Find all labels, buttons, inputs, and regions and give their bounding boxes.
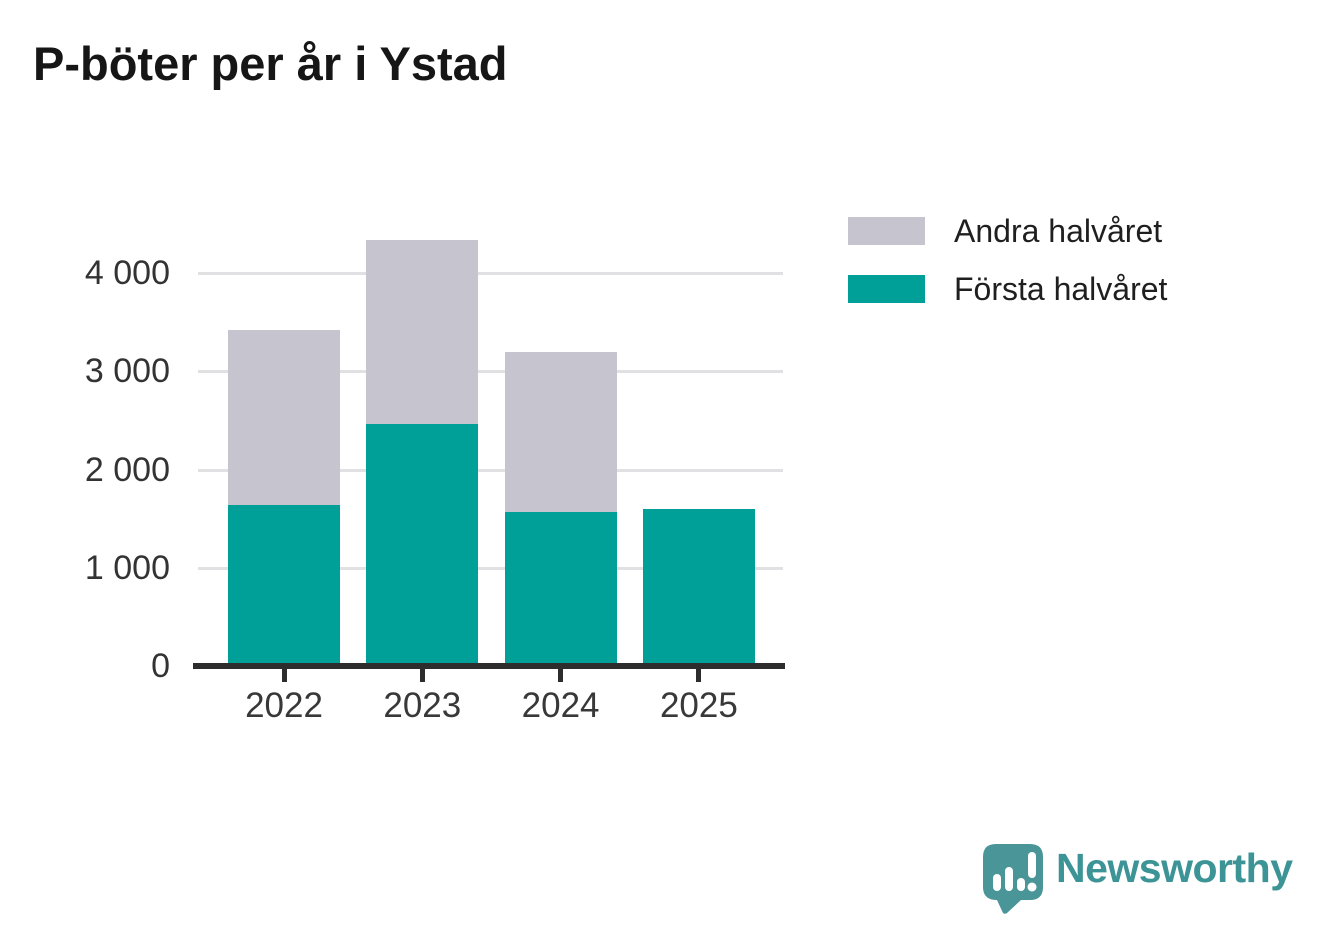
speech-bubble-bar-chart-icon [983,844,1043,914]
legend-item: Andra halvåret [848,213,1167,249]
legend-item: Första halvåret [848,271,1167,307]
bar-segment-2022-f-rsta-halv-ret [228,504,340,666]
x-axis-tick-label: 2025 [659,686,738,725]
chart-title: P-böter per år i Ystad [33,37,508,90]
gridline-4000 [198,272,783,275]
bar-2025 [642,273,755,666]
brand-logo: Newsworthy [980,843,1293,915]
y-axis-tick-label: 0 [151,647,170,685]
legend-label: Andra halvåret [954,212,1163,249]
bar-segment-2024-f-rsta-halv-ret [504,511,617,666]
bar-segment-2025-f-rsta-halv-ret [642,508,755,666]
x-axis-line [193,663,785,669]
y-axis-tick-label: 1 000 [84,548,170,587]
x-axis-tick [696,669,702,682]
bar-2022 [228,273,340,666]
x-axis-tick-label: 2024 [521,686,600,725]
x-axis-tick-label: 2023 [383,686,462,725]
y-axis-tick-label: 2 000 [84,450,170,489]
y-axis-tick-label: 4 000 [84,254,170,292]
bar-2024 [504,273,617,666]
brand-logo-text: Newsworthy [1056,845,1293,891]
bar-2023 [366,239,479,666]
plot-area [198,239,783,666]
x-axis-tick [558,669,564,682]
bar-segment-2023-andra-halv-ret [366,239,479,425]
y-axis: 0 1 000 2 000 3 000 4 000 [18,0,170,939]
legend: Andra halvåret Första halvåret [848,213,1167,333]
x-axis-tick [419,669,425,682]
bar-segment-2024-andra-halv-ret [504,351,617,512]
legend-swatch [848,217,925,245]
legend-label: Första halvåret [954,270,1168,307]
gridline-1000 [198,566,783,570]
y-axis-tick-label: 3 000 [84,352,170,391]
bar-segment-2023-f-rsta-halv-ret [366,424,479,666]
x-axis-tick-label: 2022 [245,686,323,725]
legend-swatch [848,275,925,303]
gridline-3000 [198,370,783,374]
gridline-2000 [198,468,783,472]
x-axis-tick [281,669,287,682]
bar-segment-2022-andra-halv-ret [228,330,340,505]
